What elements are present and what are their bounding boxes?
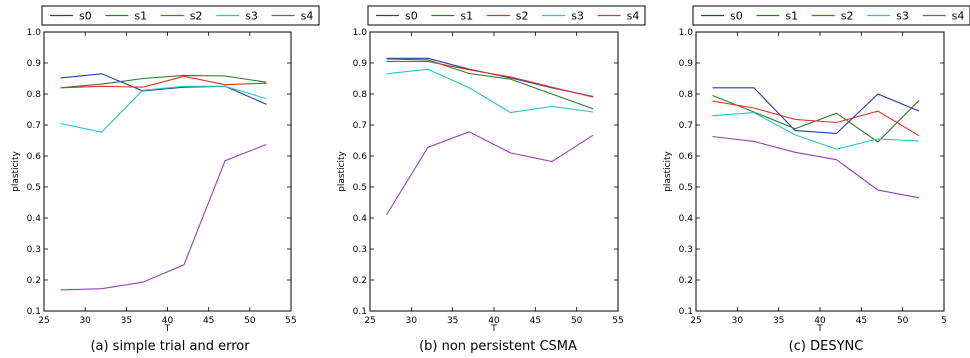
panel-caption: (c) DESYNC (789, 339, 864, 354)
y-tick-label: 0.8 (27, 90, 42, 100)
legend-label-s4: s4 (301, 10, 314, 23)
y-tick-label: 0.2 (353, 276, 367, 286)
y-tick-label: 0.4 (27, 214, 42, 224)
x-tick-label: 40 (814, 316, 826, 326)
series-line-s2 (712, 100, 920, 137)
legend-label-s0: s0 (730, 10, 743, 23)
x-axis-label: T (816, 324, 823, 334)
legend: s0 s1 s2 s3 s4 (41, 5, 320, 26)
y-tick-label: 0.2 (679, 276, 693, 286)
y-tick-label: 0.7 (27, 121, 41, 131)
y-tick-label: 0.5 (679, 183, 693, 193)
chart-panel-2: 0.1 0.2 0.3 0.4 0.5 0.6 0.7 0.8 0.9 1.0 25 30 35 40 45… (337, 5, 646, 354)
plot-area (369, 31, 619, 312)
y-tick-label: 0.3 (353, 245, 367, 255)
series-line-s4 (386, 131, 594, 216)
x-tick-label: 5 (941, 316, 947, 326)
x-tick-label: 45 (203, 316, 214, 326)
x-tick-label: 45 (856, 316, 867, 326)
series-line-s2 (60, 75, 267, 89)
x-tick-label: 25 (690, 316, 701, 326)
chart-panel-1: 0.1 0.2 0.3 0.4 0.5 0.6 0.7 0.8 0.9 1.0 25 30 35 40 45… (11, 5, 320, 354)
y-tick-label: 0.5 (27, 183, 41, 193)
series-line-s1 (386, 58, 594, 110)
x-tick-label: 40 (162, 316, 174, 326)
legend: s0 s1 s2 s3 s4 (692, 5, 970, 26)
x-axis-label: T (164, 324, 171, 334)
x-tick-label: 30 (79, 316, 91, 326)
legend-label-s0: s0 (405, 10, 418, 23)
x-tick-label: 45 (530, 316, 541, 326)
x-tick-label: 35 (773, 316, 784, 326)
x-tick-label: 35 (121, 316, 132, 326)
legend-label-s2: s2 (516, 10, 529, 23)
series-line-s4 (712, 135, 920, 199)
x-tick-label: 40 (488, 316, 500, 326)
plot-area (43, 31, 292, 312)
x-tick-label: 25 (364, 316, 375, 326)
legend: s0 s1 s2 s3 s4 (367, 5, 646, 26)
series-line-s3 (60, 85, 267, 133)
x-tick-label: 30 (732, 316, 744, 326)
x-tick-label: 30 (406, 316, 418, 326)
y-tick-label: 0.3 (27, 245, 41, 255)
y-tick-label: 0.8 (353, 90, 368, 100)
y-tick-label: 0.9 (679, 59, 694, 69)
y-tick-label: 0.2 (27, 276, 41, 286)
y-axis-label: plasticity (11, 150, 21, 191)
y-tick-label: 0.4 (679, 214, 694, 224)
series-line-s3 (712, 112, 920, 150)
x-tick-label: 55 (285, 316, 296, 326)
series-line-s3 (386, 68, 594, 114)
legend-label-s3: s3 (571, 10, 584, 23)
y-axis-label: plasticity (337, 150, 347, 191)
y-tick-label: 0.5 (353, 183, 367, 193)
series-line-s4 (60, 143, 267, 291)
x-tick-label: 35 (447, 316, 458, 326)
y-tick-label: 0.1 (27, 307, 41, 317)
x-axis-label: T (490, 324, 497, 334)
y-tick-label: 1.0 (353, 28, 368, 38)
plot-area (695, 31, 945, 312)
y-tick-label: 0.1 (353, 307, 367, 317)
series-line-s1 (60, 74, 267, 89)
y-tick-label: 0.7 (353, 121, 367, 131)
y-tick-label: 0.6 (353, 152, 368, 162)
legend-label-s2: s2 (190, 10, 203, 23)
y-tick-label: 0.1 (679, 307, 693, 317)
x-tick-label: 25 (38, 316, 49, 326)
legend-label-s4: s4 (952, 10, 965, 23)
y-tick-label: 1.0 (27, 28, 42, 38)
legend-label-s1: s1 (785, 10, 798, 23)
y-tick-label: 0.7 (679, 121, 693, 131)
y-tick-label: 0.9 (27, 59, 42, 69)
x-tick-label: 55 (612, 316, 623, 326)
y-tick-label: 0.8 (679, 90, 694, 100)
legend-label-s3: s3 (245, 10, 258, 23)
y-axis-label: plasticity (663, 150, 673, 191)
series-line-s0 (712, 87, 920, 134)
y-tick-label: 1.0 (679, 28, 694, 38)
y-tick-label: 0.9 (353, 59, 368, 69)
legend-label-s1: s1 (460, 10, 473, 23)
legend-label-s3: s3 (896, 10, 909, 23)
chart-panel-3: 0.1 0.2 0.3 0.4 0.5 0.6 0.7 0.8 0.9 1.0 25 30 35 40 45… (663, 5, 970, 354)
y-tick-label: 0.3 (679, 245, 693, 255)
y-tick-label: 0.6 (27, 152, 42, 162)
series-line-s0 (60, 73, 267, 105)
x-tick-label: 50 (571, 316, 583, 326)
legend-label-s0: s0 (79, 10, 92, 23)
panel-caption: (a) simple trial and error (90, 339, 250, 354)
panel-caption: (b) non persistent CSMA (419, 339, 577, 354)
x-tick-label: 50 (897, 316, 909, 326)
series-line-s2 (386, 60, 594, 98)
x-tick-label: 50 (244, 316, 256, 326)
legend-label-s2: s2 (841, 10, 854, 23)
y-tick-label: 0.6 (679, 152, 694, 162)
legend-label-s1: s1 (134, 10, 147, 23)
y-tick-label: 0.4 (353, 214, 368, 224)
legend-label-s4: s4 (627, 10, 640, 23)
